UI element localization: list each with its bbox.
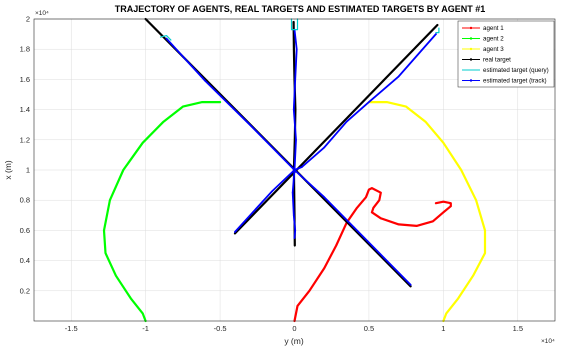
y-tick-label: 0.8 xyxy=(20,196,30,205)
estimated-target-track-line-point xyxy=(295,48,298,51)
y-tick-label: 1.4 xyxy=(20,105,30,114)
legend-label: agent 3 xyxy=(483,46,504,53)
x-tick-label: -1 xyxy=(142,324,149,333)
estimated-target-track-line-point xyxy=(295,138,297,141)
estimated-target-query-line xyxy=(159,35,172,41)
legend-marker xyxy=(469,79,473,82)
y-tick-label: 1 xyxy=(26,166,30,175)
x-exponent-label: ×10⁴ xyxy=(541,338,555,345)
x-tick-label: -0.5 xyxy=(214,324,227,333)
legend-marker xyxy=(469,58,473,61)
x-tick-label: 1 xyxy=(441,324,445,333)
agent-2-line xyxy=(102,101,222,323)
estimated-target-track-line-point xyxy=(278,154,281,156)
y-exponent-label: ×10⁴ xyxy=(35,10,49,17)
legend-label: estimated target (track) xyxy=(483,78,547,85)
real-target-line xyxy=(233,23,439,235)
estimated-target-track-line-point xyxy=(409,283,412,286)
legend-label: real target xyxy=(483,57,511,64)
legend-label: agent 1 xyxy=(483,25,504,32)
estimated-target-track-line-point xyxy=(397,75,400,78)
estimated-target-track-line-point xyxy=(293,237,296,239)
legend-label: estimated target (query) xyxy=(483,67,549,74)
estimated-target-track-line-point xyxy=(294,229,297,232)
agent-1-line xyxy=(293,187,452,323)
y-tick-label: 0.4 xyxy=(20,256,30,265)
estimated-target-track-line-point xyxy=(271,190,273,192)
estimated-target-track-line xyxy=(234,33,437,233)
estimated-target-track-line-point xyxy=(293,169,296,171)
y-ticks: 0.2 0.4 0.6 0.8 1 1.2 1.4 1.6 1.8 2 xyxy=(20,15,30,296)
x-tick-label: 0.5 xyxy=(364,324,374,333)
estimated-target-query-line xyxy=(435,27,440,34)
plot-frame xyxy=(33,18,556,322)
legend-box xyxy=(457,20,555,88)
estimated-target-track-line-point xyxy=(291,191,294,194)
estimated-target-track-line-point xyxy=(383,256,385,259)
x-tick-label: -1.5 xyxy=(65,324,78,333)
estimated-target-track-line xyxy=(291,28,298,239)
x-tick-label: 0 xyxy=(292,324,296,333)
legend-marker xyxy=(469,26,473,30)
chart-title: TRAJECTORY OF AGENTS, REAL TARGETS AND E… xyxy=(115,4,486,14)
estimated-target-track-line-point xyxy=(353,226,355,229)
legend-marker xyxy=(469,47,473,51)
estimated-target-track-line-point xyxy=(301,166,303,168)
estimated-target-track-line-point xyxy=(292,214,295,217)
estimated-target-track-line-point xyxy=(292,108,295,111)
estimated-target-track-line-point xyxy=(435,33,437,35)
y-axis-label: x (m) xyxy=(3,160,13,180)
estimated-target-track-line-point xyxy=(165,37,168,40)
legend-label: agent 2 xyxy=(483,36,504,43)
agent-3-line xyxy=(367,101,487,323)
estimated-target-track-line-point xyxy=(345,120,348,123)
estimated-target-track-line-point xyxy=(234,231,236,233)
y-tick-label: 0.2 xyxy=(20,286,30,295)
x-axis-label: y (m) xyxy=(284,336,304,346)
y-tick-label: 1.6 xyxy=(20,75,30,84)
x-ticks: -1.5 -1 -0.5 0 0.5 1 1.5 xyxy=(65,324,523,333)
y-tick-label: 1.2 xyxy=(20,135,30,144)
estimated-target-track-line-point xyxy=(204,80,206,82)
series-layer xyxy=(102,17,487,323)
y-tick-label: 2 xyxy=(26,15,30,24)
y-tick-label: 0.6 xyxy=(20,226,30,235)
x-tick-label: 1.5 xyxy=(513,324,523,333)
estimated-target-track-line-point xyxy=(249,123,251,126)
estimated-target-track-line-point xyxy=(252,211,254,214)
estimated-target-track-line-point xyxy=(294,78,297,81)
estimated-target-query-line xyxy=(290,18,299,31)
legend: agent 1 agent 2 agent 3 real target estimate… xyxy=(457,20,555,88)
estimated-target-track-line-point xyxy=(323,146,326,149)
y-tick-label: 1.8 xyxy=(20,45,30,54)
legend-marker xyxy=(469,37,473,40)
estimated-target-track-line-point xyxy=(323,196,326,198)
estimated-target-track-line-point xyxy=(368,101,370,103)
